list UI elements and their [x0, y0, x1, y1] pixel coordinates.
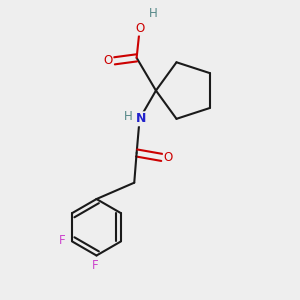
Text: O: O [136, 22, 145, 34]
Text: F: F [92, 259, 98, 272]
Text: F: F [59, 234, 66, 247]
Text: H: H [148, 7, 157, 20]
Text: H: H [124, 110, 133, 123]
Text: O: O [103, 54, 112, 67]
Text: O: O [164, 151, 173, 164]
Text: N: N [136, 112, 146, 125]
